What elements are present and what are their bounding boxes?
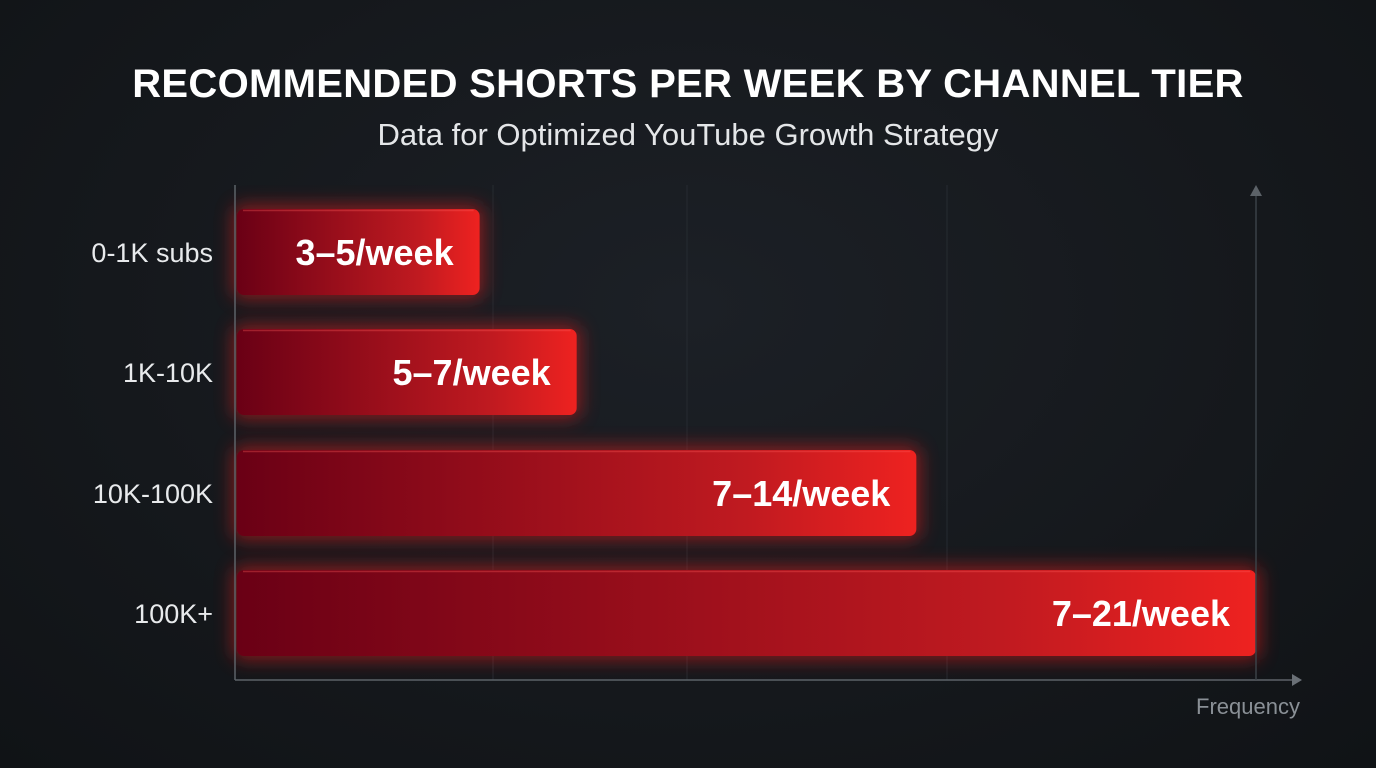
chart-title: RECOMMENDED SHORTS PER WEEK BY CHANNEL T… — [132, 62, 1244, 106]
data-label: 5–7/week — [393, 352, 552, 393]
x-axis-arrow-icon — [1292, 674, 1302, 686]
bar — [237, 209, 480, 295]
chart-subtitle: Data for Optimized YouTube Growth Strate… — [377, 117, 999, 152]
category-label: 10K-100K — [93, 479, 213, 509]
bar — [237, 570, 1256, 656]
data-label: 7–21/week — [1052, 593, 1231, 634]
category-label: 100K+ — [134, 599, 213, 629]
bar — [237, 450, 917, 536]
up-arrow-icon — [1250, 185, 1262, 196]
data-label: 3–5/week — [295, 232, 454, 273]
category-label: 0-1K subs — [91, 238, 213, 268]
x-axis-label: Frequency — [1196, 694, 1300, 719]
category-label: 1K-10K — [123, 358, 213, 388]
bar — [237, 329, 577, 415]
data-label: 7–14/week — [712, 473, 891, 514]
